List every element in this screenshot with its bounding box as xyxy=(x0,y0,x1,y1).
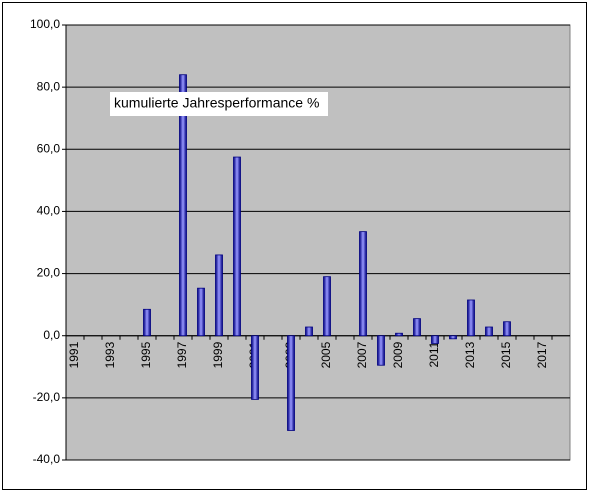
x-tick-label: 2013 xyxy=(463,341,477,368)
bar xyxy=(215,254,223,337)
x-tick-label: 2007 xyxy=(355,341,369,368)
bar xyxy=(395,332,403,337)
bar xyxy=(431,335,439,344)
x-tick-label: 1991 xyxy=(67,341,81,368)
legend-box xyxy=(110,92,328,116)
bar xyxy=(467,299,475,337)
x-tick-label: 1999 xyxy=(211,341,225,368)
bar xyxy=(359,231,367,337)
x-tick-label: 2015 xyxy=(499,341,513,368)
bar xyxy=(287,335,295,431)
y-tick-label: -40,0 xyxy=(33,452,61,466)
bar xyxy=(413,318,421,337)
bar xyxy=(143,308,151,337)
y-tick-label: 20,0 xyxy=(37,266,61,280)
x-tick-label: 2005 xyxy=(319,341,333,368)
y-tick-label: 40,0 xyxy=(37,204,61,218)
x-tick-label: 2011 xyxy=(427,341,441,367)
bar xyxy=(305,326,313,337)
y-tick-label: 60,0 xyxy=(37,141,61,155)
bar xyxy=(197,287,205,337)
x-tick-label: 1997 xyxy=(175,341,189,368)
y-tick-label: 100,0 xyxy=(30,17,60,31)
y-tick-label: 80,0 xyxy=(37,79,61,93)
legend-label: kumulierte Jahresperformance % xyxy=(114,95,319,111)
x-tick-label: 1993 xyxy=(103,341,117,368)
bar xyxy=(503,321,511,337)
bar xyxy=(179,74,187,337)
bar xyxy=(251,335,259,400)
y-tick-label: -20,0 xyxy=(33,390,61,404)
bar xyxy=(449,335,457,340)
bar xyxy=(377,335,385,366)
x-tick-label: 1995 xyxy=(139,341,153,368)
x-tick-label: 2017 xyxy=(535,341,549,368)
x-tick-label: 2009 xyxy=(391,341,405,368)
y-tick-label: 0,0 xyxy=(43,328,60,342)
plot-background xyxy=(65,24,571,461)
bar xyxy=(323,276,331,337)
bar xyxy=(485,326,493,337)
bar xyxy=(233,156,241,337)
